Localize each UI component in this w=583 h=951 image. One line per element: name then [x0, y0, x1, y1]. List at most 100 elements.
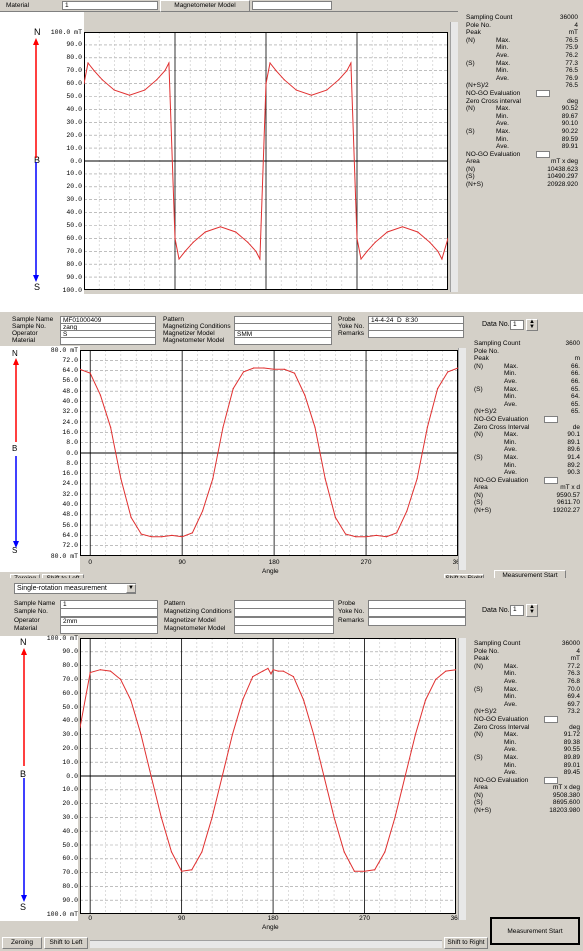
y-tick-label: 40.0 — [66, 105, 82, 113]
panel-2: Sample Name Sample No. Operator Material… — [0, 312, 583, 582]
result-value: 90.10 — [561, 120, 578, 128]
y-tick-label: 100.0 mT — [46, 910, 78, 918]
data-point — [346, 70, 348, 72]
data-point — [262, 670, 264, 672]
result-label: (N+S)/2 — [466, 82, 489, 90]
result-row: Ave. 89.6 — [474, 446, 580, 454]
data-point — [365, 536, 367, 538]
north-pole-label: N — [34, 27, 41, 37]
data-point — [222, 426, 224, 428]
data-no-field[interactable]: 1 — [510, 605, 524, 616]
magnetometer-model-tab[interactable]: Magnetometer Model — [160, 0, 250, 12]
result-value: 10438.623 — [547, 165, 578, 173]
yoke-no-field[interactable] — [368, 608, 466, 617]
measurement-start-button[interactable]: Measurement Start — [490, 917, 580, 945]
magnetometer-model-field[interactable] — [234, 625, 334, 634]
result-value: 76.3 — [567, 670, 580, 678]
y-tick-label: 40.0 — [62, 827, 78, 835]
result-value: 69.4 — [567, 693, 580, 701]
result-stat: Max. — [504, 453, 519, 461]
result-row: (N+S)/2 73.2 — [474, 708, 580, 716]
material-field[interactable] — [60, 337, 156, 345]
result-row: Ave. 89.91 — [466, 143, 578, 151]
result-value: 76.8 — [567, 677, 580, 685]
data-point — [386, 231, 388, 233]
y-tick-label: 90.0 — [62, 896, 78, 904]
vertical-scrollbar[interactable] — [450, 22, 458, 292]
data-point — [270, 673, 272, 675]
result-label: (N+S) — [474, 807, 492, 815]
nogo-evaluation-field[interactable] — [544, 776, 558, 784]
sample-no-field[interactable] — [60, 608, 158, 617]
result-value: 20928.920 — [547, 181, 578, 189]
mode-select[interactable]: Single-rotation measurement — [14, 583, 136, 594]
result-stat: Max. — [504, 385, 519, 393]
result-row: Peak m — [474, 355, 580, 363]
result-row: (N) Max. 90.52 — [466, 105, 578, 113]
result-stat: Min. — [504, 438, 517, 446]
shift-left-button[interactable]: Shift to Left — [44, 937, 88, 949]
result-label: NO-GO Evaluation — [474, 776, 529, 784]
y-tick-label: 30.0 — [66, 196, 82, 204]
probe-label: Probe — [338, 316, 356, 323]
nogo-evaluation-field[interactable] — [536, 89, 550, 97]
vertical-scrollbar[interactable] — [458, 348, 466, 570]
result-label: Pole No. — [474, 647, 499, 655]
remarks-field[interactable] — [368, 330, 464, 338]
result-value: 90.52 — [561, 105, 578, 113]
y-tick-label: 64.0 — [62, 531, 78, 539]
data-no-spinner[interactable]: ▲ ▼ — [526, 319, 538, 331]
data-point — [160, 816, 162, 818]
data-point — [445, 670, 447, 672]
shift-right-button[interactable]: Shift to Right — [444, 937, 488, 949]
result-value: 76.5 — [565, 36, 578, 44]
material-field[interactable] — [60, 625, 158, 634]
data-point — [310, 94, 313, 96]
data-point — [353, 870, 355, 872]
data-point — [338, 79, 340, 81]
magnetometer-model-field[interactable] — [234, 337, 332, 345]
result-value: 75.9 — [565, 44, 578, 52]
north-arrow-head — [21, 648, 27, 655]
zeroing-button[interactable]: Zeroing — [2, 937, 42, 949]
result-value: mT x d — [560, 484, 580, 492]
results-panel: Sampling Count 36000 Pole No. 4 Peak mT (N) Max… — [466, 14, 578, 189]
result-stat: Max. — [504, 431, 519, 439]
data-point — [89, 372, 91, 374]
x-tick-label: 180 — [267, 915, 279, 922]
horizontal-scrollbar[interactable] — [90, 940, 442, 948]
nogo-evaluation-field[interactable] — [544, 715, 558, 723]
result-label: Peak — [474, 655, 489, 663]
nogo-evaluation-field[interactable] — [544, 415, 558, 423]
sample-name-label: Sample Name — [12, 316, 54, 323]
result-row: Zero Cross Interval deg — [474, 724, 580, 732]
result-row: Min. 89.67 — [466, 113, 578, 121]
remarks-field[interactable] — [368, 617, 466, 626]
plot-frame — [84, 32, 448, 290]
data-point — [99, 394, 102, 396]
y-tick-label: 64.0 — [62, 367, 78, 375]
result-row: Pole No. 4 — [466, 22, 578, 30]
magnetometer-model-field[interactable] — [252, 1, 332, 10]
vertical-scrollbar[interactable] — [458, 638, 466, 920]
result-row: Pole No. — [474, 348, 580, 356]
data-point — [247, 241, 249, 243]
y-tick-label: 90.0 — [66, 41, 82, 49]
magnetizing-conditions-field[interactable] — [234, 608, 334, 617]
result-value: 66. — [570, 362, 580, 370]
nogo-evaluation-field[interactable] — [544, 476, 558, 484]
data-point — [429, 241, 431, 243]
chevron-down-icon[interactable]: ▼ — [126, 584, 136, 593]
result-label: (S) — [474, 385, 483, 393]
material-field[interactable]: 1 — [62, 1, 158, 10]
sample-no-label: Sample No. — [14, 608, 48, 615]
data-no-spinner[interactable]: ▲ ▼ — [526, 604, 538, 617]
sample-name-label: Sample Name — [14, 600, 56, 607]
result-row: (S) 8695.600 — [474, 799, 580, 807]
result-row: Min. 89.1 — [474, 439, 580, 447]
result-row: Min. 76.5 — [466, 67, 578, 75]
data-no-field[interactable]: 1 — [510, 320, 524, 330]
nogo-evaluation-field[interactable] — [536, 150, 550, 158]
result-row: (N) 10438.623 — [466, 166, 578, 174]
data-point — [283, 368, 285, 370]
